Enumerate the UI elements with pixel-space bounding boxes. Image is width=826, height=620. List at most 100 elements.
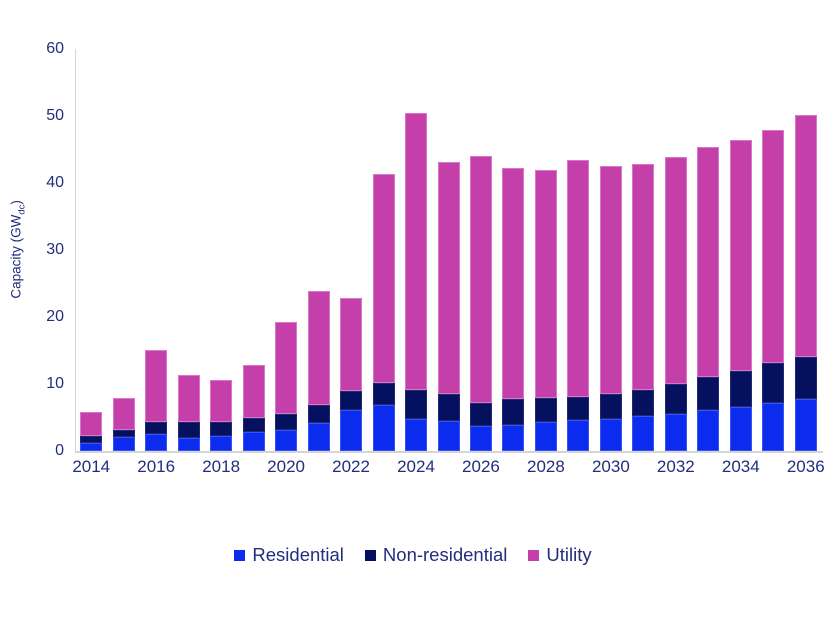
- bar-segment-utility-2028: [534, 169, 557, 399]
- legend-swatch-icon: [364, 549, 376, 561]
- bar-stack-2016: [145, 349, 168, 451]
- bar-segment-utility-2019: [242, 364, 265, 418]
- bar-segment-utility-2020: [275, 321, 298, 415]
- bar-segment-residential-2035: [762, 403, 785, 451]
- bar-stack-2020: [275, 321, 298, 451]
- bar-segment-non-residential-2033: [697, 377, 720, 411]
- bar-segment-utility-2024: [405, 113, 428, 391]
- x-tick-label-2016: 2016: [137, 457, 176, 476]
- bar-segment-non-residential-2026: [469, 402, 492, 427]
- bar-segment-utility-2027: [502, 168, 525, 400]
- legend-label: Residential: [252, 544, 344, 565]
- bar-segment-non-residential-2019: [242, 417, 265, 432]
- x-tick-label-2034: 2034: [721, 457, 760, 476]
- legend: Residential Non-residential Utility: [0, 544, 826, 566]
- x-tick-label-2022: 2022: [332, 457, 370, 476]
- bar-stack-2023: [372, 174, 395, 451]
- bar-segment-utility-2032: [664, 156, 687, 385]
- bar-segment-non-residential-2028: [534, 398, 557, 423]
- bar-segment-residential-2033: [697, 410, 720, 451]
- x-axis-line: [75, 451, 823, 453]
- legend-swatch-icon: [234, 549, 246, 561]
- bar-segment-non-residential-2014: [80, 436, 103, 443]
- bar-segment-residential-2016: [145, 434, 168, 451]
- bar-segment-residential-2030: [599, 418, 622, 451]
- bar-stack-2029: [567, 160, 590, 451]
- bar-segment-utility-2035: [762, 130, 785, 364]
- bar-segment-residential-2017: [177, 437, 200, 451]
- x-tick-label-2032: 2032: [656, 457, 695, 476]
- x-tick-label-2030: 2030: [591, 457, 630, 476]
- legend-swatch-icon: [528, 549, 540, 561]
- bar-segment-residential-2029: [567, 420, 590, 451]
- y-tick-label: 0: [55, 442, 64, 459]
- bar-stack-2034: [729, 140, 752, 451]
- x-tick-label-2024: 2024: [397, 457, 435, 476]
- bar-stack-2015: [112, 398, 135, 451]
- legend-item-non-residential: Non-residential: [364, 544, 508, 566]
- bar-stack-2024: [405, 113, 428, 451]
- bar-stack-2022: [340, 298, 363, 451]
- bar-segment-residential-2021: [307, 422, 330, 451]
- bar-segment-non-residential-2025: [437, 394, 460, 421]
- bar-segment-utility-2033: [697, 146, 720, 378]
- y-axis-title-subscript: dc: [16, 204, 28, 215]
- y-tick-label: 30: [46, 241, 64, 258]
- bar-stack-2033: [697, 146, 720, 451]
- x-tick-label-2026: 2026: [462, 457, 500, 476]
- bar-segment-utility-2031: [632, 164, 655, 391]
- bar-stack-2019: [242, 364, 265, 451]
- bar-segment-residential-2023: [372, 405, 395, 451]
- bar-stack-2031: [632, 164, 655, 451]
- bar-segment-non-residential-2023: [372, 382, 395, 406]
- bar-segment-non-residential-2017: [177, 421, 200, 438]
- bar-segment-residential-2015: [112, 436, 135, 451]
- y-axis-line: [75, 49, 76, 452]
- bar-segment-utility-2017: [177, 375, 200, 422]
- x-tick-label-2014: 2014: [72, 457, 111, 476]
- bar-segment-utility-2036: [794, 115, 817, 358]
- bar-stack-2036: [794, 115, 817, 451]
- bar-segment-residential-2025: [437, 420, 460, 451]
- bar-segment-non-residential-2018: [210, 421, 233, 437]
- y-tick-label: 50: [46, 107, 64, 124]
- bar-segment-non-residential-2015: [112, 430, 135, 437]
- y-tick-label: 20: [46, 308, 64, 325]
- bar-segment-non-residential-2016: [145, 422, 168, 435]
- x-tick-label-2018: 2018: [202, 457, 241, 476]
- legend-label: Non-residential: [382, 544, 508, 565]
- bar-segment-utility-2018: [210, 380, 233, 422]
- bar-stack-2026: [469, 155, 492, 451]
- bar-segment-residential-2022: [340, 410, 363, 451]
- bar-segment-residential-2028: [534, 422, 557, 451]
- bar-segment-non-residential-2024: [405, 390, 428, 419]
- y-axis-title-close-paren: ): [8, 200, 24, 205]
- x-tick-label-2028: 2028: [527, 457, 565, 476]
- bar-segment-non-residential-2036: [794, 357, 817, 400]
- bar-segment-residential-2014: [80, 442, 103, 451]
- bar-segment-utility-2029: [567, 160, 590, 397]
- bar-segment-utility-2030: [599, 166, 622, 395]
- bar-segment-non-residential-2022: [340, 391, 363, 411]
- bar-segment-residential-2026: [469, 426, 492, 451]
- bar-segment-utility-2023: [372, 174, 395, 383]
- bar-stack-2027: [502, 168, 525, 451]
- bar-segment-non-residential-2020: [275, 414, 298, 430]
- bar-segment-non-residential-2034: [729, 370, 752, 407]
- y-tick-label: 60: [46, 40, 64, 57]
- bar-segment-non-residential-2027: [502, 399, 525, 425]
- bar-segment-utility-2025: [437, 161, 460, 395]
- bar-stack-2032: [664, 156, 687, 451]
- bar-segment-residential-2034: [729, 406, 752, 451]
- bar-segment-non-residential-2030: [599, 394, 622, 419]
- bar-stack-2035: [762, 130, 785, 451]
- bar-segment-non-residential-2032: [664, 384, 687, 415]
- bar-stack-2028: [534, 169, 557, 451]
- x-tick-label-2036: 2036: [786, 457, 825, 476]
- bar-stack-2030: [599, 166, 622, 451]
- bar-segment-utility-2016: [145, 349, 168, 423]
- bar-segment-residential-2031: [632, 416, 655, 451]
- bar-stack-2025: [437, 161, 460, 451]
- legend-label: Utility: [546, 544, 592, 565]
- bar-segment-residential-2027: [502, 424, 525, 451]
